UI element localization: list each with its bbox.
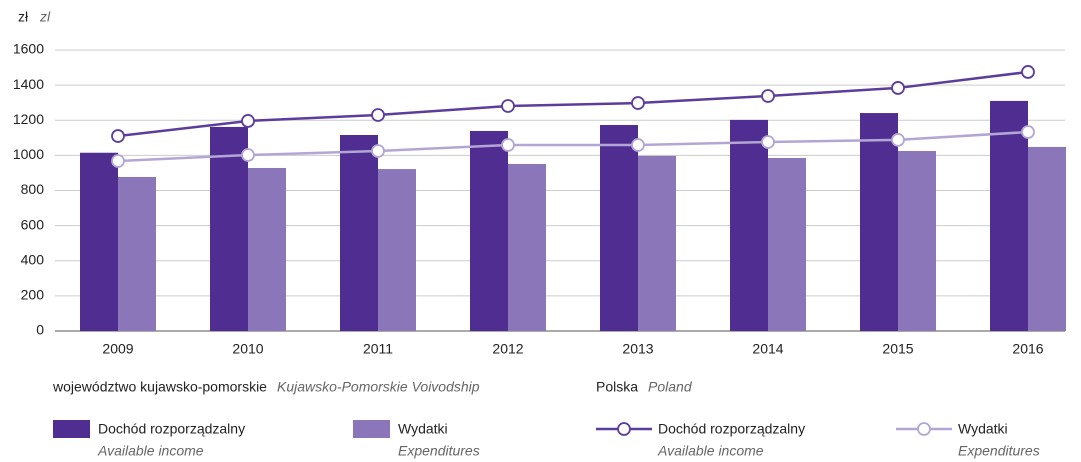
bar	[118, 176, 156, 331]
y-tick-label: 1000	[13, 146, 44, 162]
legend-group-en: Kujawsko-Pomorskie Voivodship	[277, 379, 480, 395]
bar	[1028, 146, 1066, 331]
line-marker	[111, 154, 125, 168]
legend-group-en: Poland	[648, 379, 693, 395]
legend-label-en: Available income	[97, 443, 204, 459]
bar	[860, 113, 898, 331]
legend-swatch	[53, 420, 90, 438]
legend-label: Dochód rozporządzalny	[98, 421, 245, 437]
line-marker	[1021, 65, 1035, 79]
line-marker	[371, 144, 385, 158]
y-tick-label: 600	[21, 216, 45, 232]
line-marker	[111, 129, 125, 143]
line	[117, 130, 1029, 163]
bar	[638, 155, 676, 331]
line-marker	[761, 89, 775, 103]
legend-label: Wydatki	[958, 421, 1008, 437]
bar	[470, 130, 508, 331]
y-tick-label: 400	[21, 251, 45, 267]
bar	[248, 168, 286, 331]
legend-group: województwo kujawsko-pomorskie	[52, 379, 267, 395]
bar	[730, 119, 768, 332]
line-marker	[761, 135, 775, 149]
bar	[80, 152, 118, 331]
x-tick-label: 2016	[1012, 341, 1043, 357]
y-tick-label: 1400	[13, 76, 44, 92]
x-tick-label: 2014	[752, 341, 783, 357]
legend-label: Dochód rozporządzalny	[658, 421, 805, 437]
line-marker	[371, 108, 385, 122]
x-tick-label: 2011	[363, 341, 393, 357]
y-tick-label: 800	[21, 181, 45, 197]
bar	[768, 158, 806, 331]
x-tick-label: 2012	[492, 341, 523, 357]
legend-group: Polska	[596, 379, 638, 395]
line-marker	[631, 138, 645, 152]
x-tick-label: 2013	[622, 341, 653, 357]
line-marker	[631, 96, 645, 110]
legend-marker	[617, 422, 631, 436]
legend-label-en: Expenditures	[958, 443, 1040, 459]
bar	[378, 169, 416, 331]
bar	[508, 163, 546, 331]
bar	[898, 150, 936, 331]
line-marker	[501, 99, 515, 113]
y-tick-label: 1600	[13, 41, 44, 57]
y-axis-label: zł	[18, 9, 29, 25]
line-marker	[891, 133, 905, 147]
bar	[210, 126, 248, 331]
line-marker	[1021, 125, 1035, 139]
line	[117, 70, 1029, 138]
legend-swatch	[353, 420, 390, 438]
line-marker	[891, 81, 905, 95]
y-axis-label-en: zl	[39, 9, 51, 25]
x-tick-label: 2015	[882, 341, 913, 357]
legend-label-en: Available income	[657, 443, 764, 459]
y-tick-label: 200	[21, 287, 45, 303]
bar	[600, 124, 638, 331]
line-marker	[501, 138, 515, 152]
x-tick-label: 2010	[232, 341, 263, 357]
y-tick-label: 1200	[13, 111, 44, 127]
bar	[340, 135, 378, 331]
y-tick-label: 0	[36, 322, 44, 338]
legend-marker	[917, 422, 931, 436]
legend-label-en: Expenditures	[398, 443, 480, 459]
line-marker	[241, 148, 255, 162]
legend-label: Wydatki	[398, 421, 448, 437]
bar	[990, 100, 1028, 332]
x-tick-label: 2009	[102, 341, 133, 357]
line-marker	[241, 114, 255, 128]
